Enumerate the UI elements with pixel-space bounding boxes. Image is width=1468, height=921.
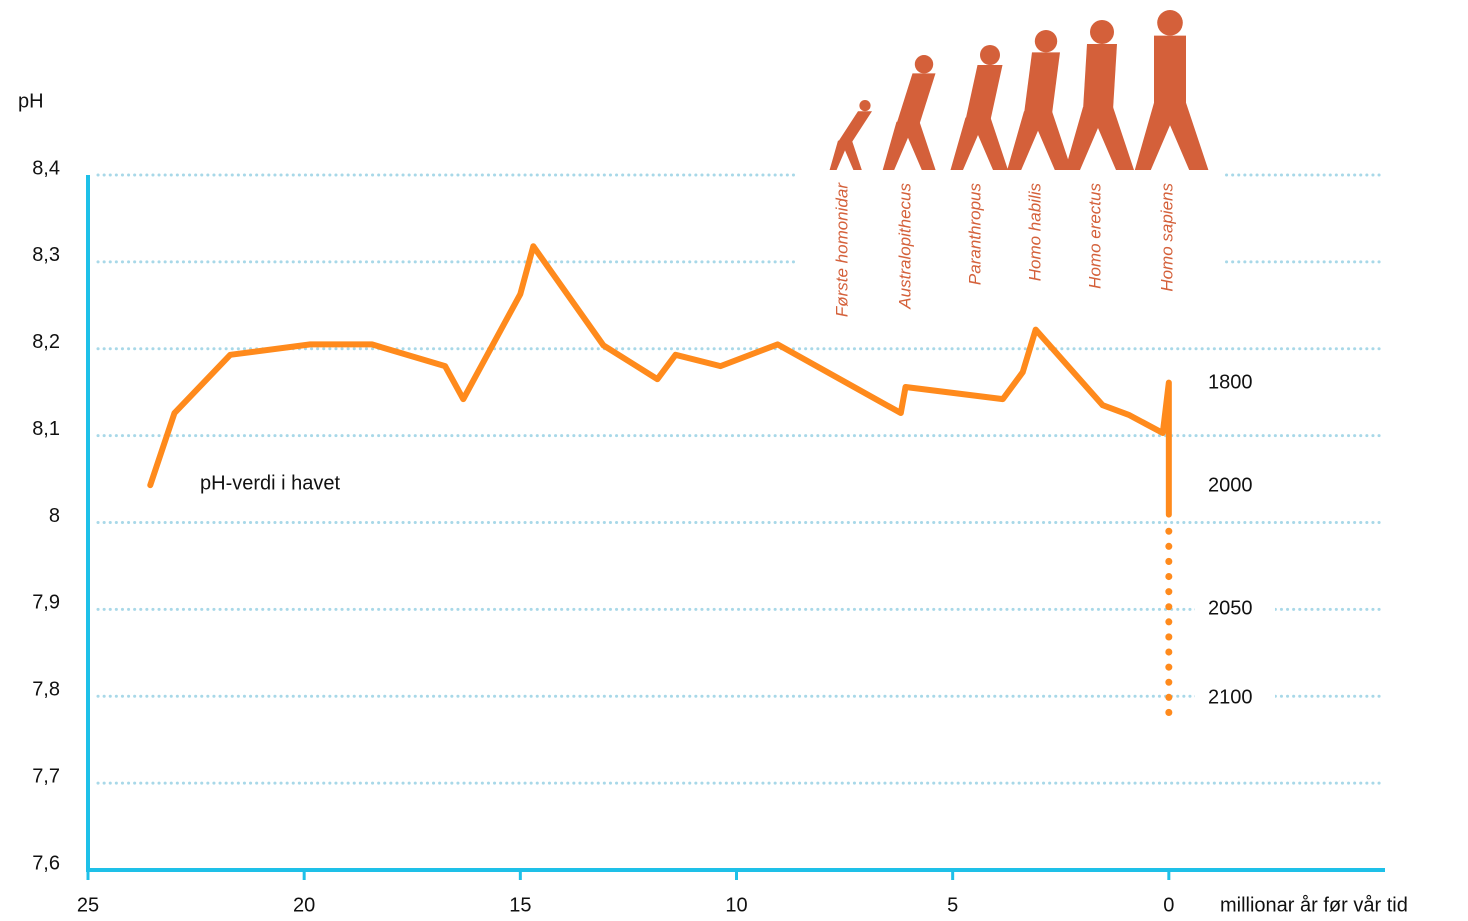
y-tick-label: 8,4 (32, 157, 60, 179)
year-label: 2100 (1208, 686, 1253, 708)
y-tick-label: 7,8 (32, 679, 60, 701)
y-tick-label: 8,3 (32, 244, 60, 266)
year-label: 2050 (1208, 597, 1253, 619)
hominid-figure (1135, 10, 1209, 170)
chart: pH millionar år før vår tid 8,4 8,3 8,2 8,1… (0, 0, 1468, 921)
x-tick-label: 0 (1163, 894, 1174, 916)
hominid-label: Australopithecus (895, 183, 914, 310)
x-tick-label: 10 (725, 894, 747, 916)
year-label: 2000 (1208, 474, 1253, 496)
hominid-label: Første homonidar (832, 182, 851, 317)
hominid-head (859, 100, 870, 111)
series-label: pH-verdi i havet (200, 472, 341, 494)
y-tick-label: 8,2 (32, 331, 60, 353)
hominid-body (838, 111, 872, 142)
hominid-figure (1065, 20, 1134, 170)
hominid-body (1154, 36, 1186, 106)
hominid-head (1035, 30, 1057, 52)
y-tick-label: 7,7 (32, 765, 60, 787)
y-axis-label: pH (18, 90, 44, 112)
hominid-body (1083, 44, 1117, 110)
y-tick-label: 8,1 (32, 418, 60, 440)
y-tick-label: 7,9 (32, 592, 60, 614)
year-label: 1800 (1208, 371, 1253, 393)
hominid-figure (1007, 30, 1071, 170)
y-tick-label: 8 (49, 505, 60, 527)
hominid-label: Homo erectus (1085, 183, 1104, 289)
x-tick-label: 5 (947, 894, 958, 916)
x-tick-label: 20 (293, 894, 315, 916)
hominid-label: Paranthropus (965, 183, 984, 286)
hominid-head (980, 45, 1000, 65)
hominid-body (897, 73, 936, 124)
hominid-head (1157, 10, 1183, 36)
hominid-head (1090, 20, 1114, 44)
hominid-body (1024, 52, 1060, 114)
x-tick-label: 15 (509, 894, 531, 916)
hominid-head (915, 55, 933, 73)
hominid-label: Homo habilis (1025, 183, 1044, 282)
x-axis-label: millionar år før vår tid (1220, 894, 1408, 916)
x-tick-label: 25 (77, 894, 99, 916)
y-tick-label: 7,6 (32, 852, 60, 874)
hominid-body (966, 65, 1003, 120)
hominid-label: Homo sapiens (1157, 183, 1176, 292)
